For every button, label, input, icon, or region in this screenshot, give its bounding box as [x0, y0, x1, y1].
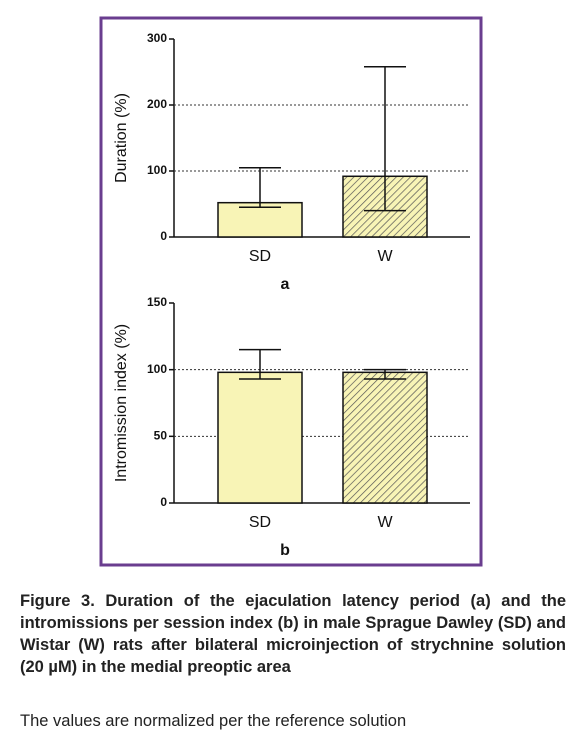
figure: 0 100 200 300 Duration (%) a SD W 0 50 100 150 Intro…: [99, 16, 483, 567]
y-tick-label: 150: [147, 295, 167, 309]
x-tick-label: W: [377, 248, 393, 265]
y-tick-label: 100: [147, 362, 167, 376]
panel-label: b: [280, 542, 290, 559]
y-axis-label: Duration (%): [113, 93, 130, 183]
y-tick-label: 0: [160, 229, 167, 243]
y-tick-label: 100: [147, 163, 167, 177]
y-tick-label: 200: [147, 97, 167, 111]
frame: [99, 16, 483, 567]
panel-label: a: [281, 276, 290, 293]
figure-note: The values are normalized per the refere…: [20, 712, 407, 730]
y-tick-label: 0: [160, 495, 167, 509]
y-axis-label: Intromission index (%): [113, 324, 130, 482]
x-tick-label: SD: [249, 514, 271, 531]
bar: [217, 371, 303, 504]
x-tick-label: W: [377, 514, 393, 531]
y-tick-label: 300: [147, 31, 167, 45]
figure-caption: Figure 3. Duration of the ejaculation la…: [20, 592, 566, 676]
y-tick-label: 50: [154, 429, 168, 443]
bar: [342, 371, 428, 504]
x-tick-label: SD: [249, 248, 271, 265]
